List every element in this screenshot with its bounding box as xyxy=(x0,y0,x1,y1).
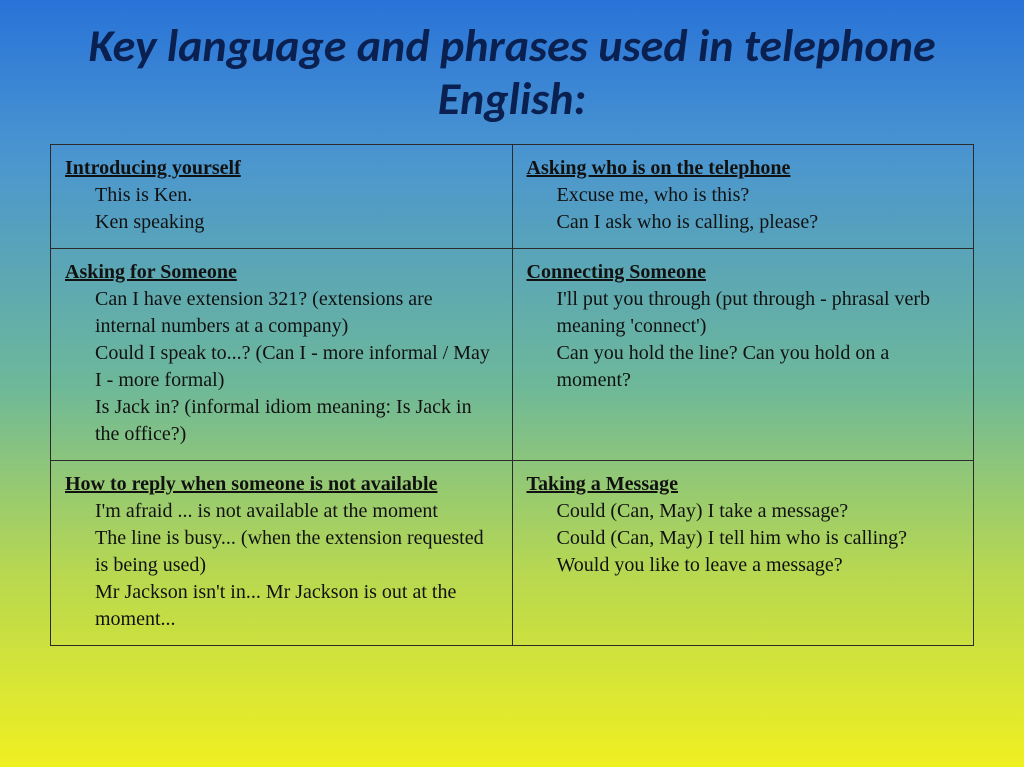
cell-connecting-someone: Connecting Someone I'll put you through … xyxy=(512,248,974,460)
cell-heading: Introducing yourself xyxy=(65,157,498,180)
cell-introducing-yourself: Introducing yourself This is Ken.Ken spe… xyxy=(51,144,513,248)
cell-asking-who: Asking who is on the telephone Excuse me… xyxy=(512,144,974,248)
cell-heading: Connecting Someone xyxy=(527,261,960,284)
cell-content: Could (Can, May) I take a message?Could … xyxy=(527,498,960,579)
cell-content: I'll put you through (put through - phra… xyxy=(527,286,960,394)
cell-content: This is Ken.Ken speaking xyxy=(65,182,498,236)
table-row: How to reply when someone is not availab… xyxy=(51,460,974,645)
cell-heading: How to reply when someone is not availab… xyxy=(65,473,498,496)
cell-content: I'm afraid ... is not available at the m… xyxy=(65,498,498,633)
cell-taking-message: Taking a Message Could (Can, May) I take… xyxy=(512,460,974,645)
cell-heading: Asking for Someone xyxy=(65,261,498,284)
slide-title: Key language and phrases used in telepho… xyxy=(50,20,974,126)
cell-content: Excuse me, who is this?Can I ask who is … xyxy=(527,182,960,236)
cell-asking-someone: Asking for Someone Can I have extension … xyxy=(51,248,513,460)
phrases-table: Introducing yourself This is Ken.Ken spe… xyxy=(50,144,974,646)
table-row: Introducing yourself This is Ken.Ken spe… xyxy=(51,144,974,248)
table-row: Asking for Someone Can I have extension … xyxy=(51,248,974,460)
cell-content: Can I have extension 321? (extensions ar… xyxy=(65,286,498,448)
cell-not-available: How to reply when someone is not availab… xyxy=(51,460,513,645)
cell-heading: Asking who is on the telephone xyxy=(527,157,960,180)
cell-heading: Taking a Message xyxy=(527,473,960,496)
